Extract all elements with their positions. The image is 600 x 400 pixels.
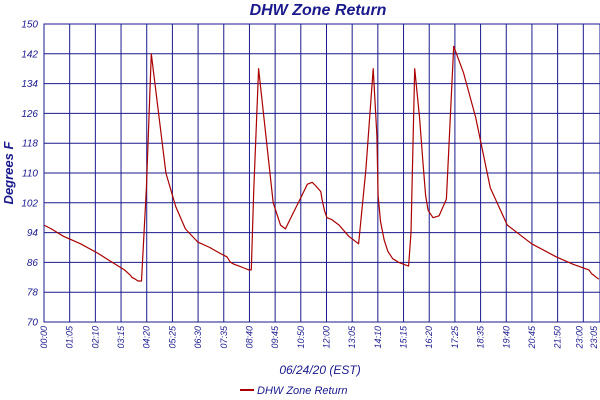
grid <box>43 23 600 323</box>
y-tick-label: 78 <box>27 288 39 299</box>
x-tick-label: 16:20 <box>424 326 434 349</box>
y-tick-label: 110 <box>22 169 38 180</box>
x-tick-label: 14:10 <box>373 326 383 349</box>
y-tick-label: 134 <box>21 79 38 90</box>
x-axis-label: 06/24/20 (EST) <box>279 363 360 377</box>
x-tick-label: 04:20 <box>142 326 152 349</box>
x-tick-label: 01:05 <box>65 325 75 349</box>
series-line-0 <box>43 45 600 282</box>
legend-label: DHW Zone Return <box>257 385 347 397</box>
chart-title: DHW Zone Return <box>250 2 387 19</box>
y-tick-label: 70 <box>27 318 39 329</box>
x-tick-label: 12:00 <box>321 326 331 349</box>
x-tick-label: 02:10 <box>90 326 100 349</box>
series-layer <box>43 45 600 282</box>
x-tick-label: 23:00 <box>574 326 584 350</box>
x-tick-label: 15:15 <box>399 325 409 349</box>
y-tick-label: 142 <box>21 49 38 60</box>
x-tick-label: 20:45 <box>527 325 537 350</box>
y-axis-label: Degrees F <box>1 141 16 205</box>
x-tick-label: 05:25 <box>167 325 177 349</box>
y-tick-label: 102 <box>21 198 38 209</box>
y-tick-labels: 150 142 134 126 118 110 102 94 86 78 70 <box>21 20 38 329</box>
legend: DHW Zone Return <box>240 385 347 397</box>
x-tick-label: 18:35 <box>476 325 486 349</box>
x-tick-label: 08:40 <box>244 326 254 349</box>
x-tick-label: 23:05 <box>589 325 599 350</box>
y-tick-label: 86 <box>27 258 39 269</box>
x-tick-label: 03:15 <box>116 325 126 349</box>
y-tick-label: 94 <box>27 228 39 239</box>
x-tick-label: 09:45 <box>270 325 280 349</box>
x-tick-label: 21:50 <box>553 326 563 350</box>
y-tick-label: 126 <box>21 109 38 120</box>
x-tick-label: 06:30 <box>193 326 203 349</box>
x-tick-label: 00:00 <box>39 326 49 349</box>
x-tick-label: 10:50 <box>296 326 306 349</box>
y-tick-label: 150 <box>21 20 38 31</box>
x-tick-label: 07:35 <box>219 325 229 349</box>
x-tick-label: 19:40 <box>501 326 511 349</box>
x-tick-label: 13:05 <box>347 325 357 349</box>
plot-frame <box>43 23 600 323</box>
y-tick-label: 118 <box>22 139 38 150</box>
x-tick-labels: 00:00 01:05 02:10 03:15 04:20 05:25 06:30 07:35… <box>39 325 599 350</box>
x-tick-label: 17:25 <box>450 325 460 349</box>
